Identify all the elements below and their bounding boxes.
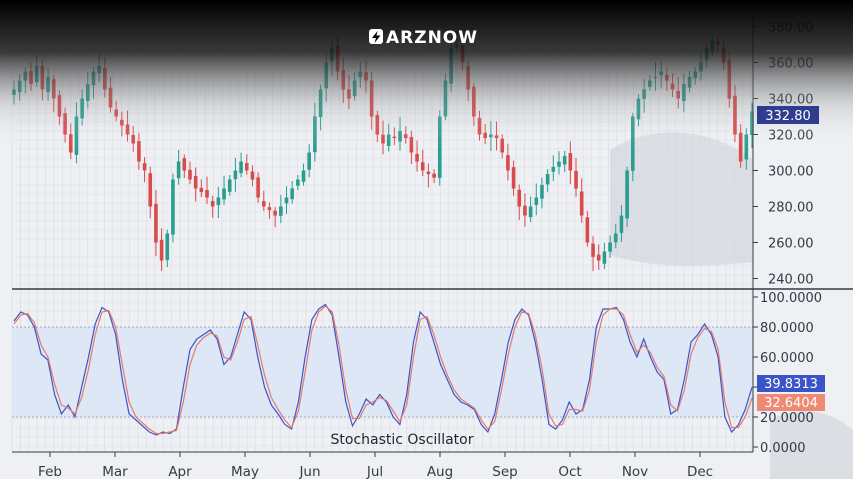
- brand-logo: ARZNOW: [369, 28, 478, 48]
- lightning-bolt-icon: [372, 31, 381, 43]
- price-tick-label: 300.00: [768, 165, 814, 180]
- candle-body: [523, 205, 527, 216]
- candle-body: [261, 201, 266, 207]
- shadow-blob-lower: [770, 411, 853, 479]
- price-tick-label: 240.00: [768, 273, 814, 288]
- candle-body: [540, 184, 544, 199]
- candle-body: [227, 179, 232, 192]
- month-label: Jul: [366, 464, 383, 479]
- k-value-label: 39.8313: [764, 377, 818, 392]
- candle-body: [142, 163, 147, 171]
- candle-body: [596, 254, 601, 261]
- candle-body: [568, 153, 573, 171]
- candle-body: [625, 170, 629, 219]
- candle-body: [193, 175, 198, 189]
- month-label: Oct: [558, 464, 581, 479]
- candle-body: [562, 156, 567, 165]
- month-label: Jun: [298, 464, 320, 479]
- candle-body: [233, 170, 238, 180]
- candle-body: [222, 188, 226, 200]
- candle-body: [551, 166, 556, 172]
- month-label: Mar: [102, 464, 128, 479]
- candle-body: [205, 189, 209, 198]
- osc-tick-label: 60.0000: [760, 351, 814, 366]
- candle-body: [307, 152, 311, 170]
- candle-body: [154, 203, 158, 243]
- candle-body: [284, 197, 289, 204]
- candle-body: [171, 179, 175, 235]
- candle-body: [506, 155, 510, 171]
- candle-body: [279, 206, 283, 216]
- candle-body: [602, 251, 607, 264]
- candle-body: [517, 189, 522, 207]
- candle-body: [415, 153, 419, 162]
- month-label: Dec: [687, 464, 713, 479]
- candle-body: [216, 197, 221, 206]
- candle-body: [296, 179, 300, 186]
- candle-body: [579, 191, 584, 216]
- candle-body: [290, 188, 294, 200]
- candle-body: [250, 171, 255, 180]
- osc-tick-label: 80.0000: [760, 321, 814, 336]
- candle-body: [256, 177, 260, 198]
- month-label: Nov: [622, 464, 648, 479]
- candle-body: [432, 173, 436, 178]
- shadow-blob: [610, 132, 753, 266]
- candle-body: [239, 161, 243, 174]
- candle-body: [420, 162, 425, 171]
- price-tick-label: 260.00: [768, 237, 814, 252]
- candle-body: [574, 170, 578, 189]
- candle-body: [613, 233, 618, 243]
- candle-body: [159, 239, 164, 261]
- last-price-label: 332.80: [765, 109, 811, 124]
- candle-body: [210, 200, 215, 207]
- candle-body: [182, 158, 187, 171]
- candle-body: [165, 233, 170, 261]
- candle-body: [619, 215, 624, 233]
- osc-tick-label: 20.0000: [760, 411, 814, 426]
- candle-body: [199, 187, 204, 193]
- candle-body: [273, 210, 277, 216]
- candle-body: [244, 163, 249, 171]
- d-value-label: 32.6404: [764, 396, 818, 411]
- x-axis-month-labels: Feb Mar Apr May Jun Jul Aug Sep Oct Nov Dec: [38, 452, 713, 479]
- oscillator-axis-ticks: 100.000080.000060.000040.000020.00000.00…: [753, 291, 822, 456]
- osc-tick-label: 100.0000: [760, 291, 822, 306]
- candle-body: [545, 174, 550, 185]
- osc-tick-label: 0.0000: [760, 441, 806, 456]
- last-price-badge: 332.80: [757, 106, 819, 124]
- oscillator-title: Stochastic Oscillator: [331, 432, 474, 448]
- price-tick-label: 280.00: [768, 201, 814, 216]
- brand-name: ARZNOW: [386, 28, 478, 48]
- k-value-badge: 39.8313: [757, 375, 825, 392]
- month-label: Feb: [38, 464, 62, 479]
- candle-body: [188, 169, 192, 180]
- month-label: Aug: [427, 464, 453, 479]
- candle-body: [608, 242, 612, 252]
- candle-body: [301, 170, 306, 182]
- candle-body: [528, 206, 533, 218]
- top-shade-overlay: [0, 0, 853, 150]
- stochastic-k-line: [13, 303, 753, 436]
- candle-body: [585, 217, 590, 243]
- candle-body: [267, 207, 272, 211]
- stochastic-d-line: [13, 305, 753, 435]
- candle-body: [148, 173, 153, 207]
- candle-body: [591, 243, 595, 257]
- candle-body: [426, 171, 431, 175]
- candle-body: [176, 161, 181, 179]
- month-label: Sep: [492, 464, 517, 479]
- candle-body: [137, 141, 141, 162]
- candle-body: [557, 161, 561, 167]
- d-value-badge: 32.6404: [757, 394, 825, 411]
- month-label: Apr: [168, 464, 192, 479]
- month-label: May: [231, 464, 259, 479]
- candle-body: [534, 197, 539, 205]
- candle-body: [511, 167, 516, 189]
